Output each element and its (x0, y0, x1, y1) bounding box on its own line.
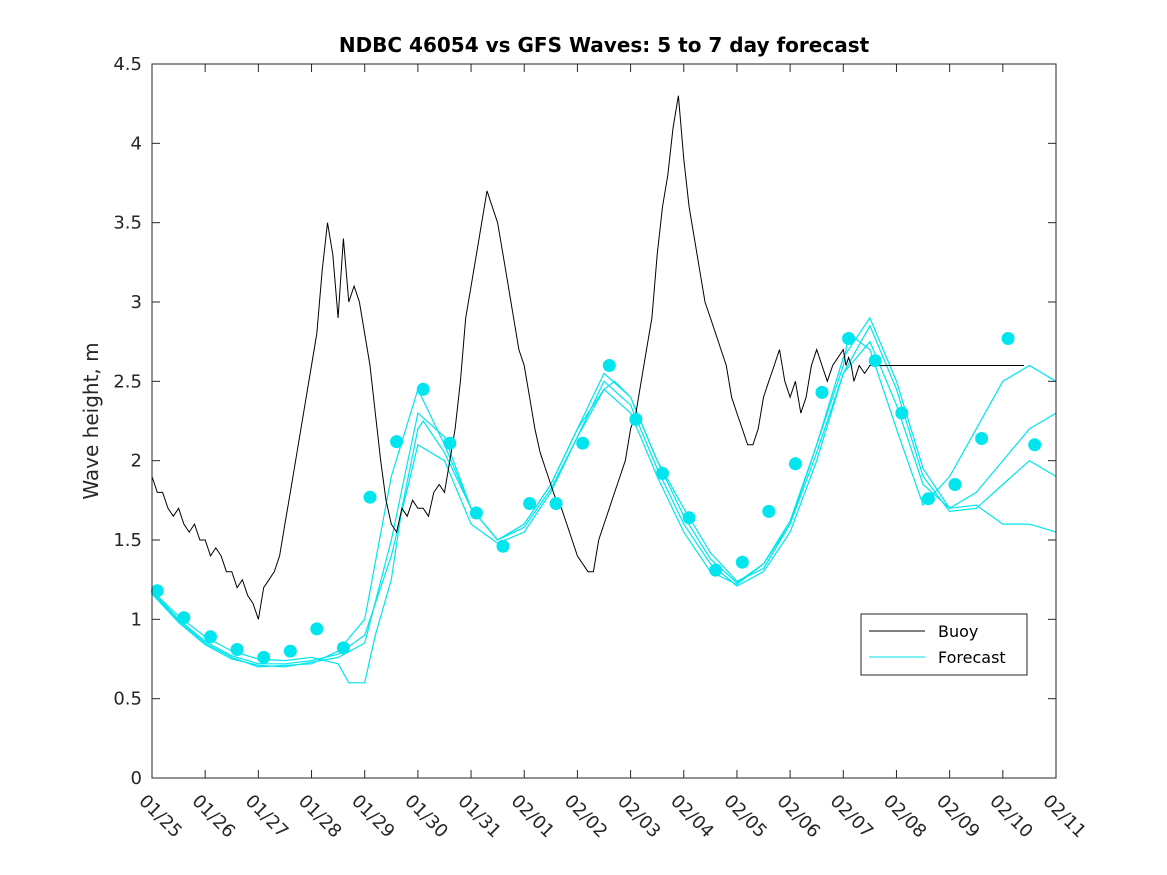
y-tick-label: 3.5 (113, 213, 142, 234)
forecast-marker (204, 630, 217, 644)
legend: Buoy Forecast (860, 613, 1028, 676)
y-tick-label: 1 (131, 609, 142, 630)
forecast-marker (177, 611, 191, 625)
forecast-marker (1028, 438, 1042, 452)
forecast-marker (629, 412, 643, 426)
forecast-marker (842, 332, 856, 345)
forecast-marker (895, 406, 909, 420)
forecast-marker (523, 497, 537, 510)
y-tick-label: 2.5 (113, 371, 142, 392)
forecast-marker (788, 457, 802, 471)
forecast-marker (948, 478, 962, 491)
forecast-marker (310, 622, 324, 636)
forecast-marker (416, 382, 430, 396)
y-tick-label: 3 (131, 292, 142, 313)
forecast-marker (257, 650, 271, 664)
forecast-marker (656, 466, 669, 480)
y-axis-label: Wave height, m (79, 342, 103, 499)
y-tick-label: 4.5 (113, 54, 142, 75)
forecast-marker (1001, 332, 1015, 345)
forecast-marker (868, 354, 882, 368)
forecast-marker (363, 490, 377, 504)
forecast-marker (496, 539, 510, 553)
chart-title: NDBC 46054 vs GFS Waves: 5 to 7 day fore… (339, 33, 870, 57)
y-tick-label: 1.5 (113, 530, 142, 551)
y-tick-label: 4 (131, 133, 142, 154)
legend-box (860, 613, 1028, 676)
forecast-marker (735, 555, 749, 569)
forecast-marker (230, 643, 244, 656)
series-layer (150, 95, 1057, 684)
axes-box (151, 63, 1057, 779)
legend-forecast-label: Forecast (938, 648, 1006, 667)
forecast-marker (709, 563, 723, 577)
forecast-marker (549, 497, 563, 510)
axes-frame (151, 63, 1057, 779)
forecast-marker (443, 436, 457, 450)
forecast-marker (336, 641, 350, 655)
forecast-marker (283, 644, 297, 658)
forecast-marker (576, 436, 590, 450)
legend-buoy-label: Buoy (938, 622, 978, 641)
forecast-marker (815, 385, 829, 399)
forecast-marker (762, 504, 776, 518)
forecast-marker (921, 492, 935, 506)
forecast-marker (975, 432, 989, 445)
forecast-marker (469, 506, 483, 520)
forecast-marker (390, 435, 404, 449)
y-tick-label: 0.5 (113, 689, 142, 710)
y-tick-label: 0 (131, 768, 142, 789)
y-tick-label: 2 (131, 451, 142, 472)
forecast-series-line-4 (151, 340, 1057, 668)
y-axis: 0 0.5 1 1.5 2 2.5 3 3.5 4 4.5 (113, 54, 1056, 789)
forecast-marker (682, 511, 696, 525)
forecast-marker (150, 584, 164, 598)
forecast-marker (602, 359, 616, 372)
